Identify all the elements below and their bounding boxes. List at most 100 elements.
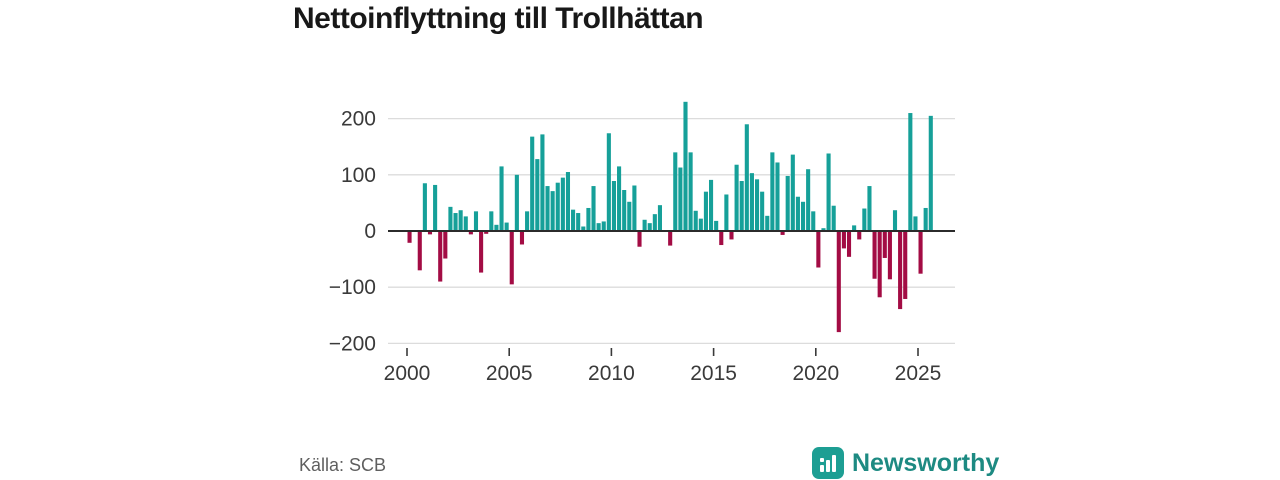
bar-2001-q1 xyxy=(427,231,433,235)
bar-2007-q1 xyxy=(550,191,555,231)
bar-2001-q3 xyxy=(438,231,443,282)
bar-2024-q3 xyxy=(908,113,913,231)
bar-2006-q1 xyxy=(530,136,535,231)
bar-2002-q3 xyxy=(458,210,463,231)
bar-2000-q4 xyxy=(422,183,427,231)
gridlines xyxy=(388,118,955,344)
bar-2005-q1 xyxy=(509,231,514,285)
newsworthy-logo-text: Newsworthy xyxy=(852,449,1000,477)
bar-2008-q1 xyxy=(571,209,576,231)
bar-2012-q1 xyxy=(652,214,657,231)
newsworthy-logo-icon xyxy=(812,447,844,479)
bar-2011-q1 xyxy=(632,185,637,231)
bar-2016-q3 xyxy=(744,124,749,231)
bar-2020-q2 xyxy=(821,228,826,231)
bar-2015-q4 xyxy=(729,231,734,240)
bar-2017-q3 xyxy=(765,215,770,231)
bar-2007-q4 xyxy=(565,172,571,231)
x-axis-label-2015: 2015 xyxy=(690,362,737,385)
x-axis-label-2010: 2010 xyxy=(588,362,635,385)
bar-2019-q3 xyxy=(806,169,811,231)
bar-2003-q2 xyxy=(473,211,479,231)
bar-2017-q1 xyxy=(754,179,760,231)
bar-2014-q1 xyxy=(693,210,698,231)
bar-2024-q2 xyxy=(903,231,908,299)
bar-2002-q2 xyxy=(453,213,458,231)
bar-2021-q4 xyxy=(852,225,857,231)
bar-2006-q2 xyxy=(535,159,540,231)
x-axis: 2000 2005 2010 2015 2020 2025 xyxy=(384,348,941,385)
bar-2003-q1 xyxy=(468,231,473,235)
bar-2001-q4 xyxy=(443,231,448,259)
bar-2023-q1 xyxy=(877,231,882,298)
bar-2013-q1 xyxy=(673,152,678,231)
bar-2018-q3 xyxy=(785,175,790,231)
bar-2009-q4 xyxy=(606,133,611,231)
bar-2023-q3 xyxy=(887,231,892,280)
bar-2023-q4 xyxy=(892,210,898,231)
bar-2010-q3 xyxy=(622,190,627,231)
bar-2021-q1 xyxy=(836,231,841,333)
bar-2014-q4 xyxy=(709,179,714,231)
bar-2016-q4 xyxy=(749,173,754,231)
y-axis-label-200: 200 xyxy=(341,108,376,131)
bar-2002-q1 xyxy=(448,206,453,231)
bar-2011-q4 xyxy=(647,223,652,231)
bar-2011-q3 xyxy=(642,219,647,231)
bar-2019-q1 xyxy=(795,196,800,231)
bar-2008-q2 xyxy=(576,213,581,231)
bar-2025-q1 xyxy=(918,231,923,274)
bar-2010-q1 xyxy=(611,181,617,231)
bar-2020-q3 xyxy=(826,153,831,231)
bar-2014-q3 xyxy=(703,191,708,231)
bar-2017-q4 xyxy=(770,152,775,231)
bar-2020-q4 xyxy=(831,205,836,231)
x-axis-label-2000: 2000 xyxy=(384,362,431,385)
bar-2004-q3 xyxy=(499,166,504,231)
bar-2000-q1 xyxy=(407,231,412,243)
bar-2017-q2 xyxy=(760,191,765,231)
bar-2011-q2 xyxy=(637,231,642,247)
bar-2007-q2 xyxy=(555,182,560,231)
y-axis-label--200: −200 xyxy=(329,332,376,355)
bar-2008-q3 xyxy=(581,226,586,231)
page-title: Nettoinflyttning till Trollhättan xyxy=(293,2,704,35)
bar-2022-q1 xyxy=(857,231,862,240)
bar-2025-q3 xyxy=(928,115,933,231)
bar-2007-q3 xyxy=(560,177,565,231)
bar-2009-q3 xyxy=(601,221,606,231)
bar-2018-q4 xyxy=(790,154,795,231)
newsworthy-logo[interactable]: Newsworthy xyxy=(812,446,999,480)
bar-2014-q2 xyxy=(698,218,703,231)
bar-2003-q4 xyxy=(484,231,489,234)
bar-2012-q2 xyxy=(657,205,662,231)
bar-2002-q4 xyxy=(463,216,468,231)
bar-2013-q3 xyxy=(683,101,688,231)
bar-2024-q1 xyxy=(898,231,903,310)
bar-2012-q4 xyxy=(668,231,673,246)
x-axis-label-2020: 2020 xyxy=(792,362,839,385)
bar-2006-q4 xyxy=(545,186,550,231)
bar-2024-q4 xyxy=(913,216,918,231)
y-axis-label-0: 0 xyxy=(364,220,376,243)
bar-2003-q3 xyxy=(479,231,484,273)
bar-2015-q3 xyxy=(724,194,729,231)
bar-2010-q4 xyxy=(627,201,632,231)
bar-2021-q2 xyxy=(841,231,846,249)
bar-2016-q1 xyxy=(734,164,739,231)
bar-2004-q4 xyxy=(504,222,509,231)
bar-2000-q3 xyxy=(417,231,422,271)
bar-2018-q1 xyxy=(775,162,780,231)
bar-2018-q2 xyxy=(780,231,785,235)
bar-2021-q3 xyxy=(846,231,852,257)
bar-2004-q1 xyxy=(489,211,494,231)
x-axis-label-2005: 2005 xyxy=(486,362,533,385)
bar-2019-q2 xyxy=(800,201,806,231)
bar-2005-q3 xyxy=(519,231,525,245)
bar-2009-q1 xyxy=(591,186,596,231)
y-axis-labels: 200 100 0 −100 −200 xyxy=(329,108,376,356)
bar-2008-q4 xyxy=(586,207,591,231)
bar-2001-q2 xyxy=(433,184,438,231)
bars xyxy=(407,101,933,333)
